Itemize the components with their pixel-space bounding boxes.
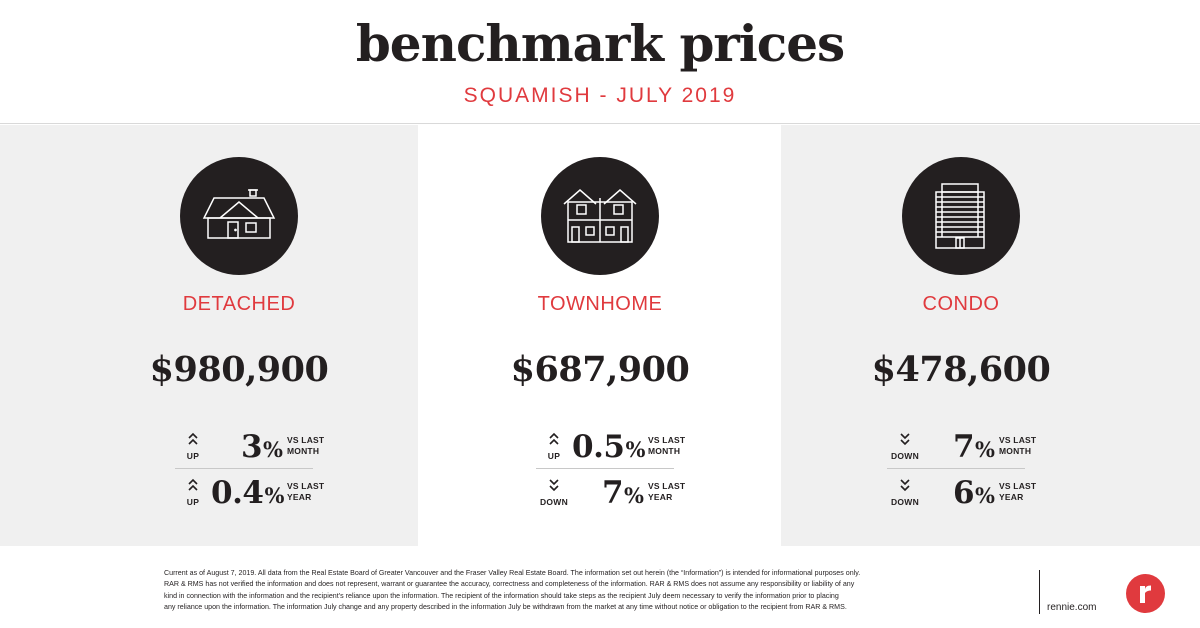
percent-change: 6%	[923, 475, 995, 511]
disclaimer: Current as of August 7, 2019. All data f…	[164, 568, 1032, 614]
disclaimer-line: any reliance upon the information. The i…	[164, 603, 847, 612]
chevron-down-icon	[900, 479, 910, 492]
percent-symbol: %	[263, 437, 283, 462]
stat-row-month: UP 0.5% VS LAST MONTH	[536, 429, 685, 467]
percent-value: 7	[952, 429, 975, 465]
comparison-line-2: MONTH	[999, 446, 1032, 456]
percent-symbol: %	[624, 483, 644, 508]
comparison-label: VS LAST YEAR	[648, 481, 688, 503]
stats-block: UP 3% VS LAST MONTH UP 0.4% VS LAST YEAR	[175, 429, 324, 513]
direction-label: DOWN	[890, 451, 920, 461]
panel-detached: DETACHED $980,900 UP 3% VS LAST MONTH UP	[0, 125, 418, 546]
rennie-logo-icon	[1126, 574, 1165, 613]
direction-label: UP	[186, 451, 200, 461]
comparison-label: VS LAST MONTH	[999, 435, 1039, 457]
stat-row-month: DOWN 7% VS LAST MONTH	[887, 429, 1036, 467]
page-title: benchmark prices	[355, 14, 845, 73]
property-type-label: TOWNHOME	[537, 293, 663, 315]
property-type-label: CONDO	[922, 293, 1000, 315]
divider	[175, 468, 313, 469]
comparison-line-2: MONTH	[287, 446, 320, 456]
comparison-line-2: MONTH	[648, 446, 681, 456]
disclaimer-line: Current as of August 7, 2019. All data f…	[164, 569, 861, 577]
panel-condo: CONDO $478,600 DOWN 7% VS LAST MONTH DOW…	[781, 125, 1200, 546]
detached-house-icon	[180, 157, 298, 275]
comparison-label: VS LAST MONTH	[648, 435, 688, 457]
divider	[536, 468, 674, 469]
header: benchmark prices SQUAMISH - JULY 2019	[0, 0, 1200, 124]
chevron-up-icon	[188, 432, 198, 445]
comparison-label: VS LAST YEAR	[287, 481, 327, 503]
direction-label: DOWN	[539, 497, 569, 507]
percent-value: 0.5	[572, 429, 625, 465]
percent-change: 0.4%	[211, 475, 285, 511]
percent-change: 0.5%	[572, 429, 646, 465]
comparison-label: VS LAST YEAR	[999, 481, 1039, 503]
divider	[887, 468, 1025, 469]
direction-indicator: DOWN	[887, 476, 923, 510]
comparison-line-1: VS LAST	[999, 481, 1037, 491]
comparison-line-1: VS LAST	[287, 481, 325, 491]
percent-value: 6	[952, 475, 975, 511]
stat-row-month: UP 3% VS LAST MONTH	[175, 429, 324, 467]
stats-block: UP 0.5% VS LAST MONTH DOWN 7% VS LAST YE…	[536, 429, 685, 513]
benchmark-price: $687,900	[510, 349, 690, 390]
website-link[interactable]: rennie.com	[1047, 602, 1097, 613]
townhome-icon	[541, 157, 659, 275]
chevron-up-icon	[188, 478, 198, 491]
percent-change: 7%	[572, 475, 644, 511]
percent-value: 3	[240, 429, 263, 465]
stats-block: DOWN 7% VS LAST MONTH DOWN 6% VS LAST YE…	[887, 429, 1036, 513]
percent-symbol: %	[264, 483, 285, 508]
direction-indicator: DOWN	[887, 430, 923, 464]
percent-change: 3%	[211, 429, 283, 465]
comparison-line-1: VS LAST	[999, 435, 1037, 445]
stat-row-year: DOWN 7% VS LAST YEAR	[536, 475, 685, 513]
direction-label: DOWN	[890, 497, 920, 507]
stat-row-year: UP 0.4% VS LAST YEAR	[175, 475, 324, 513]
comparison-line-2: YEAR	[287, 492, 312, 502]
percent-change: 7%	[923, 429, 995, 465]
direction-indicator: UP	[175, 430, 211, 464]
percent-value: 0.4	[211, 475, 264, 511]
percent-value: 7	[601, 475, 624, 511]
chevron-down-icon	[900, 433, 910, 446]
direction-indicator: UP	[175, 476, 211, 510]
chevron-up-icon	[549, 432, 559, 445]
comparison-line-2: YEAR	[648, 492, 673, 502]
disclaimer-line: kind in connection with the information …	[164, 591, 839, 600]
direction-label: UP	[547, 451, 561, 461]
comparison-line-1: VS LAST	[648, 435, 686, 445]
page-subtitle: SQUAMISH - JULY 2019	[463, 84, 737, 107]
chevron-down-icon	[549, 479, 559, 492]
comparison-label: VS LAST MONTH	[287, 435, 327, 457]
percent-symbol: %	[975, 437, 995, 462]
percent-symbol: %	[975, 483, 995, 508]
panel-townhome: TOWNHOME $687,900 UP 0.5% VS LAST MONTH …	[418, 125, 781, 546]
stat-row-year: DOWN 6% VS LAST YEAR	[887, 475, 1036, 513]
comparison-line-1: VS LAST	[648, 481, 686, 491]
disclaimer-line: RAR & RMS has not verified the informati…	[164, 580, 855, 589]
direction-label: UP	[186, 497, 200, 507]
percent-symbol: %	[625, 437, 646, 462]
logo-letter-r	[1140, 585, 1151, 603]
property-type-label: DETACHED	[182, 293, 296, 315]
footer-divider	[1039, 570, 1040, 614]
benchmark-price: $980,900	[149, 349, 329, 390]
benchmark-price: $478,600	[871, 349, 1051, 390]
condo-building-icon	[902, 157, 1020, 275]
direction-indicator: UP	[536, 430, 572, 464]
comparison-line-2: YEAR	[999, 492, 1024, 502]
comparison-line-1: VS LAST	[287, 435, 325, 445]
direction-indicator: DOWN	[536, 476, 572, 510]
